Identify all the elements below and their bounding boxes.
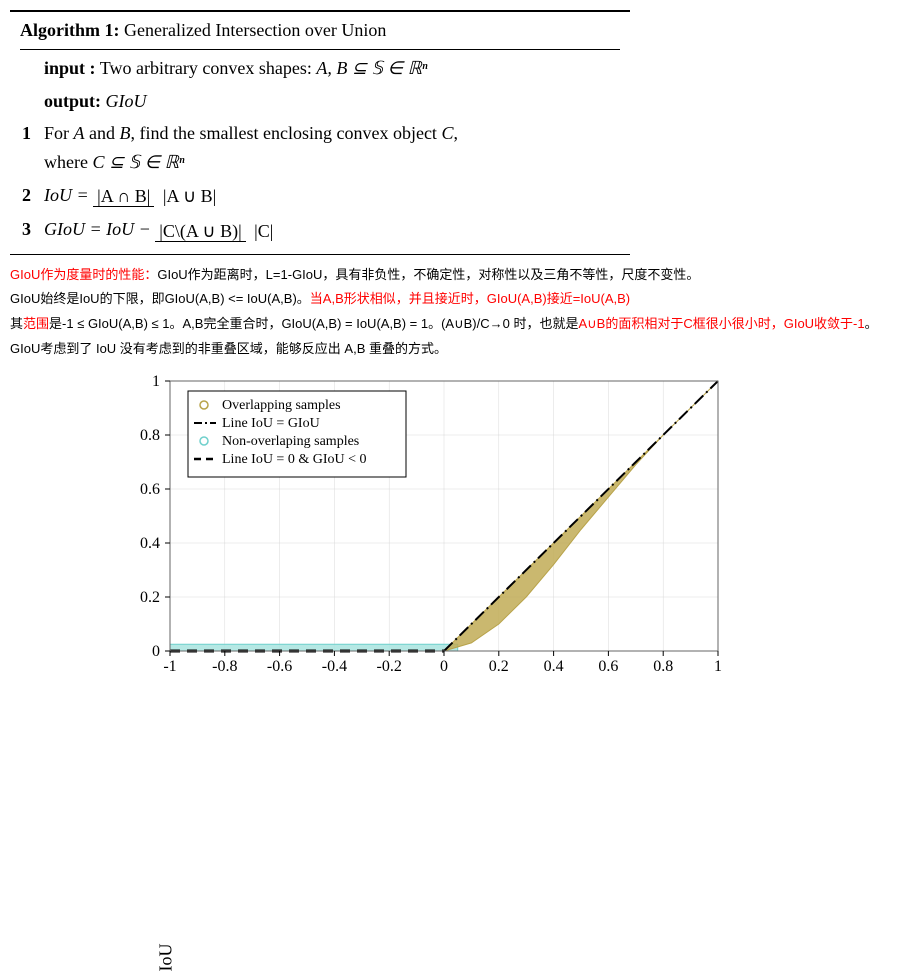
algo-output-line: output: GIoU bbox=[44, 87, 620, 116]
svg-text:1: 1 bbox=[714, 658, 722, 675]
chart-ylabel: IoU bbox=[156, 944, 177, 972]
p3b: 是-1 ≤ GIoU(A,B) ≤ 1。A,B完全重合时，GIoU(A,B) =… bbox=[49, 316, 578, 331]
svg-text:Line IoU = GIoU: Line IoU = GIoU bbox=[222, 416, 320, 431]
svg-text:Non-overlaping samples: Non-overlaping samples bbox=[222, 434, 359, 449]
iou-giou-chart: -1 -0.8 -0.6 -0.4 -0.2 0 0.2 0.4 0.6 0.8 1 0 0.2 0.4 0… bbox=[100, 367, 740, 677]
l1where: where bbox=[44, 152, 92, 172]
svg-text:0: 0 bbox=[440, 658, 448, 675]
svg-text:0: 0 bbox=[152, 643, 160, 660]
p3red2: A∪B的面积相对于C框很小很小时，GIoU收敛于-1 bbox=[578, 316, 864, 331]
p3a: 其 bbox=[10, 316, 23, 331]
input-math: A, B ⊆ 𝕊 ∈ ℝⁿ bbox=[316, 58, 427, 78]
algorithm-body: input : Two arbitrary convex shapes: A, … bbox=[20, 54, 620, 246]
svg-text:0.2: 0.2 bbox=[140, 589, 160, 606]
l3lhs: GIoU = IoU − bbox=[44, 219, 155, 239]
p1black: GIoU作为距离时，L=1-GIoU，具有非负性，不确定性，对称性以及三角不等性… bbox=[157, 267, 699, 282]
l2den: |A ∪ B| bbox=[159, 186, 220, 206]
p3red1: 范围 bbox=[23, 316, 49, 331]
note-p3: 其范围是-1 ≤ GIoU(A,B) ≤ 1。A,B完全重合时，GIoU(A,B… bbox=[10, 312, 893, 337]
svg-text:0.8: 0.8 bbox=[140, 427, 160, 444]
svg-text:-0.6: -0.6 bbox=[267, 658, 292, 675]
input-text: Two arbitrary convex shapes: bbox=[100, 58, 317, 78]
svg-text:Overlapping samples: Overlapping samples bbox=[222, 398, 341, 413]
l2-fraction: |A ∩ B| |A ∪ B| bbox=[93, 182, 220, 211]
svg-text:Line IoU = 0 & GIoU < 0: Line IoU = 0 & GIoU < 0 bbox=[222, 452, 367, 467]
l1C: C bbox=[441, 123, 453, 143]
svg-text:0.6: 0.6 bbox=[598, 658, 618, 675]
algo-line-3: 3 GIoU = IoU − |C\(A ∪ B)| |C| bbox=[44, 215, 620, 245]
l1B: B bbox=[120, 123, 131, 143]
l1math: C ⊆ 𝕊 ∈ ℝⁿ bbox=[92, 152, 184, 172]
svg-text:0.4: 0.4 bbox=[140, 535, 160, 552]
p2black: GIoU始终是IoU的下限，即GIoU(A,B) <= IoU(A,B)。 bbox=[10, 291, 310, 306]
l3den: |C| bbox=[250, 221, 277, 241]
note-p2: GIoU始终是IoU的下限，即GIoU(A,B) <= IoU(A,B)。当A,… bbox=[10, 287, 893, 312]
svg-text:1: 1 bbox=[152, 373, 160, 390]
algo-line-2: 2 IoU = |A ∩ B| |A ∪ B| bbox=[44, 181, 620, 211]
l3num: |C\(A ∪ B)| bbox=[155, 221, 245, 242]
svg-text:-0.8: -0.8 bbox=[212, 658, 237, 675]
algo-line-1: 1 For A and B, find the smallest enclosi… bbox=[44, 119, 620, 177]
l2num: |A ∩ B| bbox=[93, 186, 154, 207]
algo-num-3: 3 bbox=[22, 215, 31, 244]
svg-text:0.8: 0.8 bbox=[653, 658, 673, 675]
p3c: 。 bbox=[865, 316, 878, 331]
note-p1: GIoU作为度量时的性能：GIoU作为距离时，L=1-GIoU，具有非负性，不确… bbox=[10, 263, 893, 288]
input-label: input : bbox=[44, 58, 96, 78]
svg-text:0.6: 0.6 bbox=[140, 481, 160, 498]
algo-num-1: 1 bbox=[22, 119, 31, 148]
algo-header-bold: Algorithm 1: bbox=[20, 20, 119, 40]
l1a: For bbox=[44, 123, 74, 143]
output-text: GIoU bbox=[106, 91, 147, 111]
notes-block: GIoU作为度量时的性能：GIoU作为距离时，L=1-GIoU，具有非负性，不确… bbox=[10, 263, 893, 362]
svg-text:0.4: 0.4 bbox=[544, 658, 564, 675]
svg-text:-1: -1 bbox=[163, 658, 176, 675]
l1d: , bbox=[453, 123, 458, 143]
p2red: 当A,B形状相似，并且接近时，GIoU(A,B)接近=IoU(A,B) bbox=[310, 291, 630, 306]
l1b: and bbox=[85, 123, 120, 143]
algorithm-title: Algorithm 1: Generalized Intersection ov… bbox=[20, 16, 620, 50]
algo-num-2: 2 bbox=[22, 181, 31, 210]
note-p4: GIoU考虑到了 IoU 没有考虑到的非重叠区域，能够反应出 A,B 重叠的方式… bbox=[10, 337, 893, 362]
algorithm-block: Algorithm 1: Generalized Intersection ov… bbox=[10, 10, 630, 255]
l3-fraction: |C\(A ∪ B)| |C| bbox=[155, 217, 277, 246]
algo-header-rest: Generalized Intersection over Union bbox=[119, 20, 386, 40]
svg-text:-0.4: -0.4 bbox=[322, 658, 347, 675]
algo-input-line: input : Two arbitrary convex shapes: A, … bbox=[44, 54, 620, 83]
svg-text:0.2: 0.2 bbox=[489, 658, 509, 675]
output-label: output: bbox=[44, 91, 101, 111]
l1c: , find the smallest enclosing convex obj… bbox=[131, 123, 442, 143]
svg-text:-0.2: -0.2 bbox=[377, 658, 402, 675]
l2lhs: IoU = bbox=[44, 185, 93, 205]
p1red: GIoU作为度量时的性能： bbox=[10, 267, 157, 282]
l1A: A bbox=[74, 123, 85, 143]
